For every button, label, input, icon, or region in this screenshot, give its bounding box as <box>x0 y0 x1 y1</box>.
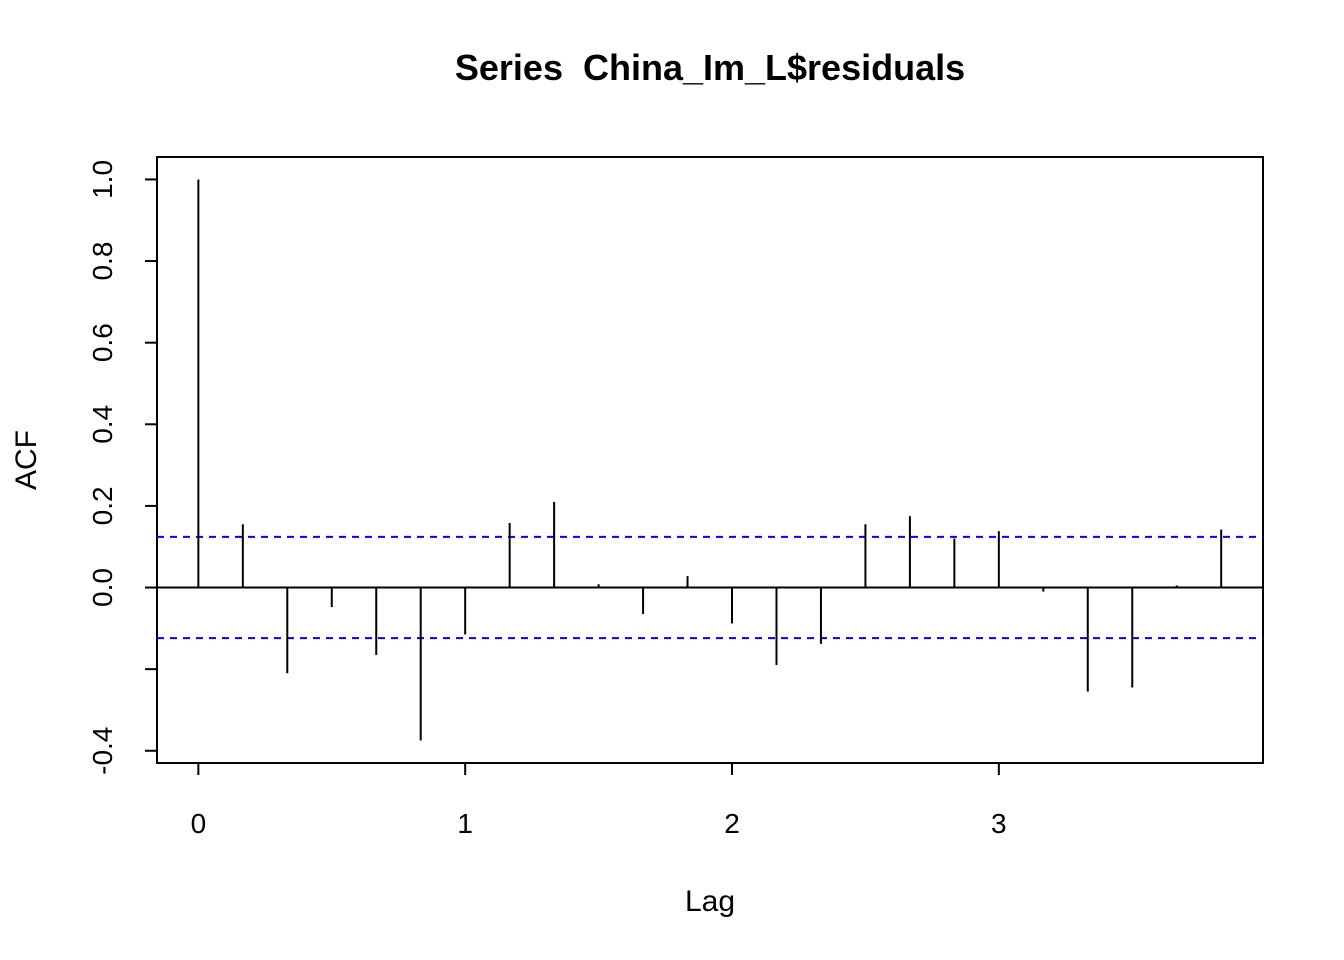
x-axis: 0 1 2 3 <box>191 762 1007 839</box>
x-axis-label: Lag <box>685 885 735 918</box>
plot-frame <box>156 156 1264 764</box>
acf-bars <box>197 179 1223 741</box>
y-tick-label: 0.6 <box>87 323 118 362</box>
x-tick-label: 0 <box>191 808 207 839</box>
y-axis: -0.4 0.0 0.2 0.4 0.6 0.8 1.0 <box>87 160 158 775</box>
y-tick-label: -0.4 <box>87 727 118 775</box>
x-tick-label: 1 <box>457 808 473 839</box>
x-tick-label: 3 <box>991 808 1007 839</box>
y-tick-label: 0.8 <box>87 242 118 281</box>
y-axis-label: ACF <box>10 430 43 490</box>
y-tick-label: 1.0 <box>87 160 118 199</box>
y-tick-label: 0.4 <box>87 405 118 444</box>
y-tick-label: 0.2 <box>87 486 118 525</box>
chart-title: Series China_Im_L$residuals <box>455 47 965 88</box>
y-tick-label: 0.0 <box>87 568 118 607</box>
x-tick-label: 2 <box>724 808 740 839</box>
